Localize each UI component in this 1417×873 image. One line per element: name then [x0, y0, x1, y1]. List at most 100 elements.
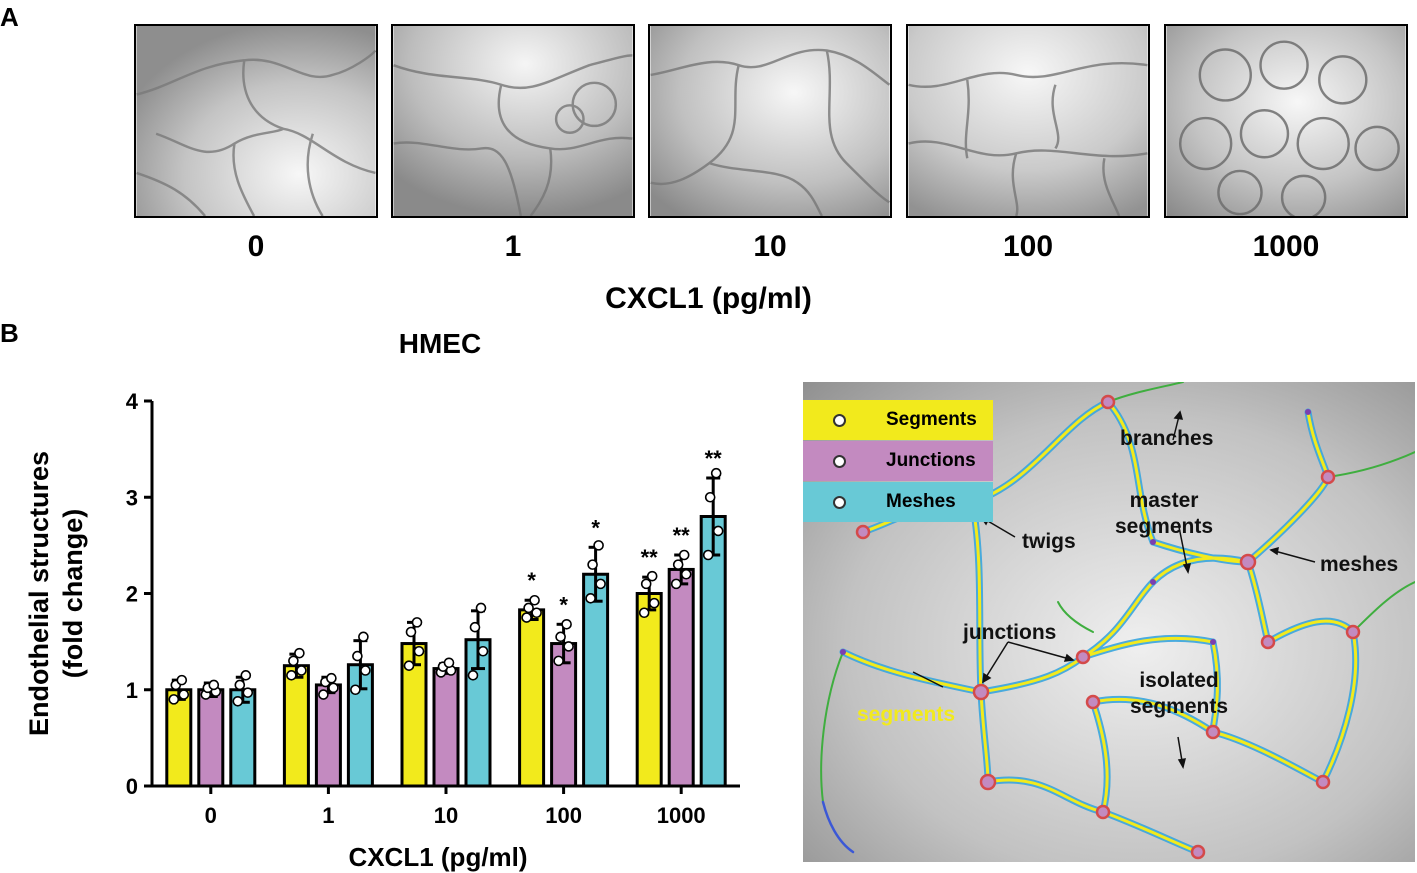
point-junctions-1-3 — [326, 672, 337, 684]
point-segments-0-3 — [176, 674, 188, 686]
significance-segments-1000: ** — [641, 545, 659, 570]
point-meshes-1000-0 — [702, 549, 714, 561]
panel-a-x-title: CXCL1 (pg/ml) — [605, 282, 812, 315]
legend-meshes-marker — [833, 495, 846, 509]
point-segments-100-2 — [523, 602, 534, 614]
point-junctions-1000-1 — [680, 568, 692, 580]
bar-junctions-0 — [197, 688, 225, 788]
significance-meshes-1000: ** — [705, 446, 723, 471]
annotation-isolated-line2: segments — [1130, 695, 1229, 718]
x-tick-label-1: 1 — [322, 803, 334, 828]
point-junctions-1000-2 — [672, 559, 684, 570]
legend-segments-label: Segments — [886, 409, 977, 430]
bar-meshes-0 — [229, 688, 257, 788]
point-junctions-1000-0 — [670, 578, 682, 590]
point-segments-10-3 — [411, 617, 423, 628]
significance-segments-100: * — [527, 568, 536, 593]
legend-segments-marker — [833, 413, 846, 427]
point-segments-0-1 — [178, 689, 190, 700]
concentration-label-1000: 1000 — [1252, 230, 1320, 263]
y-tick-label-3: 3 — [126, 485, 138, 510]
bar-meshes-1000 — [699, 515, 727, 788]
point-meshes-1000-2 — [704, 491, 716, 503]
micrograph-1 — [391, 24, 635, 218]
point-meshes-1000-1 — [712, 525, 724, 537]
concentration-label-1: 1 — [504, 230, 522, 263]
micrograph-1000-image — [1166, 26, 1406, 216]
x-axis-title: CXCL1 (pg/ml) — [348, 842, 527, 872]
y-tick-label-1: 1 — [126, 678, 138, 703]
point-meshes-100-1 — [595, 578, 606, 590]
micrograph-0 — [134, 24, 378, 218]
point-segments-1-0 — [286, 670, 297, 681]
point-segments-1-1 — [296, 665, 307, 676]
bar-junctions-1 — [314, 683, 342, 788]
point-meshes-10-1 — [477, 645, 489, 657]
x-tick-label-100: 100 — [545, 803, 582, 828]
legend-meshes-label: Meshes — [886, 491, 956, 512]
annotation-master-line2: segments — [1115, 515, 1214, 538]
point-meshes-1000-3 — [710, 467, 722, 479]
y-tick-label-2: 2 — [126, 582, 138, 607]
point-meshes-10-2 — [469, 621, 481, 633]
panel-a-letter: A — [0, 2, 19, 32]
point-meshes-1-1 — [360, 665, 371, 676]
x-tick-label-10: 10 — [434, 803, 458, 828]
point-junctions-100-0 — [553, 655, 564, 667]
point-segments-100-3 — [529, 594, 540, 606]
chart-title: HMEC — [399, 330, 481, 359]
point-junctions-1000-3 — [678, 549, 690, 561]
point-meshes-0-2 — [234, 679, 246, 691]
annotation-master-segments: master segments — [1115, 488, 1213, 540]
point-meshes-100-2 — [587, 559, 598, 570]
bar-segments-1 — [282, 664, 310, 788]
micrograph-100-image — [908, 26, 1148, 216]
point-segments-1000-1 — [648, 597, 660, 609]
point-segments-100-1 — [531, 607, 542, 619]
concentration-label-0: 0 — [247, 230, 265, 263]
significance-junctions-100: * — [559, 592, 568, 617]
legend-junctions: Junctions — [803, 441, 993, 481]
point-segments-10-1 — [413, 645, 425, 657]
legend-segments: Segments — [803, 400, 993, 440]
point-meshes-1-2 — [352, 650, 363, 662]
micrograph-1-image — [393, 26, 633, 216]
annotation-master-line1: master — [1129, 489, 1199, 512]
annotation-branches: branches — [1120, 427, 1214, 450]
bar-segments-1000 — [635, 592, 663, 788]
micrograph-10 — [648, 24, 892, 218]
annotation-segments: segments — [857, 703, 956, 726]
y-axis-title-line1: Endothelial structures — [24, 451, 54, 736]
point-meshes-10-3 — [475, 602, 487, 614]
bar-junctions-1000 — [667, 567, 695, 788]
point-meshes-1-0 — [350, 684, 361, 696]
bar-segments-0 — [165, 688, 193, 788]
bar-meshes-100 — [582, 572, 610, 788]
point-meshes-1-3 — [358, 631, 369, 643]
point-segments-1000-2 — [640, 578, 652, 590]
micrograph-100 — [906, 24, 1150, 218]
y-axis-title-line2: (fold change) — [58, 509, 88, 679]
annotation-twigs: twigs — [1022, 530, 1076, 553]
concentration-label-100: 100 — [1002, 230, 1054, 263]
point-meshes-0-1 — [242, 687, 254, 698]
annotation-isolated-line1: isolated — [1139, 669, 1219, 692]
point-segments-0-0 — [168, 694, 180, 705]
annotation-junctions: junctions — [963, 621, 1057, 644]
point-segments-1-2 — [288, 655, 299, 667]
point-meshes-0-3 — [240, 670, 252, 681]
point-meshes-100-3 — [593, 540, 604, 551]
annotation-meshes: meshes — [1320, 553, 1399, 576]
overlay-legend: Segments Junctions Meshes — [803, 400, 993, 523]
concentration-label-10: 10 — [753, 230, 787, 263]
bar-junctions-10 — [432, 667, 460, 788]
point-junctions-1-1 — [328, 682, 339, 694]
x-tick-label-1000: 1000 — [657, 803, 706, 828]
point-segments-1000-0 — [638, 607, 650, 619]
point-segments-1-3 — [294, 647, 305, 659]
point-junctions-1-0 — [318, 689, 329, 700]
point-meshes-100-0 — [585, 593, 596, 604]
legend-junctions-label: Junctions — [886, 450, 976, 471]
point-segments-1000-3 — [646, 570, 658, 582]
bar-chart: HMEC Endothelial structures (fold change) 0… — [24, 330, 740, 872]
